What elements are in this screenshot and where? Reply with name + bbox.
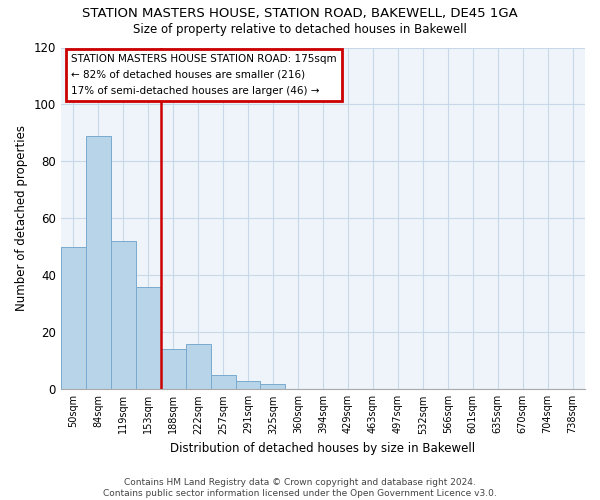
Bar	[86, 136, 111, 390]
Text: Contains HM Land Registry data © Crown copyright and database right 2024.
Contai: Contains HM Land Registry data © Crown c…	[103, 478, 497, 498]
X-axis label: Distribution of detached houses by size in Bakewell: Distribution of detached houses by size …	[170, 442, 475, 455]
Text: STATION MASTERS HOUSE STATION ROAD: 175sqm
← 82% of detached houses are smaller : STATION MASTERS HOUSE STATION ROAD: 175s…	[71, 54, 337, 96]
Bar	[211, 375, 236, 390]
Bar	[111, 241, 136, 390]
Y-axis label: Number of detached properties: Number of detached properties	[15, 126, 28, 312]
Bar	[161, 350, 185, 390]
Bar	[61, 247, 86, 390]
Text: STATION MASTERS HOUSE, STATION ROAD, BAKEWELL, DE45 1GA: STATION MASTERS HOUSE, STATION ROAD, BAK…	[82, 8, 518, 20]
Bar	[185, 344, 211, 390]
Bar	[260, 384, 286, 390]
Bar	[136, 287, 161, 390]
Text: Size of property relative to detached houses in Bakewell: Size of property relative to detached ho…	[133, 22, 467, 36]
Bar	[236, 381, 260, 390]
